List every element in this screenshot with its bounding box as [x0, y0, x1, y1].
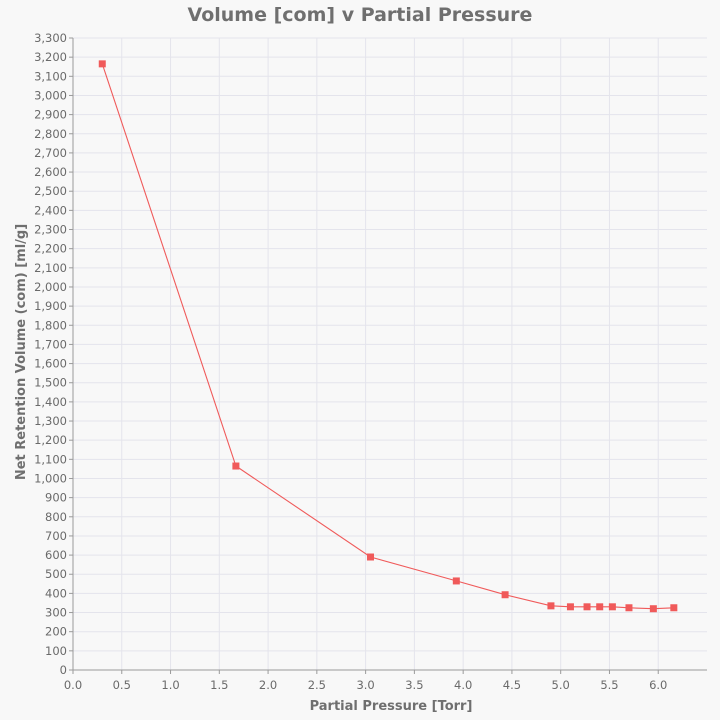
- y-tick-label: 3,100: [34, 69, 67, 83]
- x-tick-label: 2.0: [259, 678, 277, 692]
- y-axis-label: Net Retention Volume (com) [ml/g]: [14, 224, 29, 480]
- y-tick-label: 2,200: [34, 242, 67, 256]
- x-tick-label: 5.5: [600, 678, 618, 692]
- axes: 0 100 200 300 400 500 600 700 800 900 1,000 1,100 1,…: [34, 31, 707, 692]
- y-tick-label: 200: [45, 625, 67, 639]
- data-point-marker: [547, 602, 555, 610]
- y-tick-label: 3,000: [34, 88, 67, 102]
- x-tick-label: 1.0: [161, 678, 179, 692]
- chart-title: Volume [com] v Partial Pressure: [188, 4, 533, 26]
- y-tick-label: 1,400: [34, 395, 67, 409]
- y-tick-label: 2,900: [34, 108, 67, 122]
- y-tick-label: 1,900: [34, 299, 67, 313]
- y-tick-label: 2,600: [34, 165, 67, 179]
- y-tick-label: 2,400: [34, 203, 67, 217]
- y-tick-label: 3,200: [34, 50, 67, 64]
- x-tick-label: 0.0: [64, 678, 82, 692]
- y-tick-label: 3,300: [34, 31, 67, 45]
- x-tick-label: 6.0: [649, 678, 667, 692]
- data-point-marker: [625, 604, 633, 612]
- y-tick-label: 2,800: [34, 127, 67, 141]
- y-tick-label: 2,700: [34, 146, 67, 160]
- data-point-marker: [670, 604, 678, 612]
- x-tick-label: 5.0: [552, 678, 570, 692]
- data-point-marker: [608, 603, 616, 611]
- y-tick-label: 2,100: [34, 261, 67, 275]
- y-tick-label: 100: [45, 644, 67, 658]
- y-tick-label: 900: [45, 491, 67, 505]
- data-point-marker: [649, 605, 657, 613]
- x-tick-label: 4.0: [454, 678, 472, 692]
- series-line: [101, 63, 674, 610]
- data-point-marker: [98, 60, 106, 68]
- y-tick-label: 1,200: [34, 433, 67, 447]
- y-tick-label: 1,000: [34, 471, 67, 485]
- data-point-marker: [566, 603, 574, 611]
- y-tick-label: 2,000: [34, 280, 67, 294]
- x-tick-label: 3.5: [405, 678, 423, 692]
- x-tick-label: 3.0: [356, 678, 374, 692]
- data-point-marker: [452, 577, 460, 585]
- y-tick-label: 400: [45, 586, 67, 600]
- data-point-marker: [501, 591, 509, 599]
- y-tick-label: 600: [45, 548, 67, 562]
- y-tick-label: 1,500: [34, 376, 67, 390]
- y-tick-label: 0: [60, 663, 67, 677]
- y-tick-label: 300: [45, 606, 67, 620]
- y-tick-label: 2,300: [34, 223, 67, 237]
- grid: [73, 37, 707, 670]
- data-point-marker: [596, 603, 604, 611]
- series: [98, 60, 678, 613]
- y-tick-label: 1,300: [34, 414, 67, 428]
- data-point-marker: [583, 603, 591, 611]
- y-tick-label: 1,100: [34, 452, 67, 466]
- x-tick-label: 4.5: [503, 678, 521, 692]
- y-tick-label: 1,700: [34, 337, 67, 351]
- data-point-marker: [232, 462, 240, 470]
- y-tick-label: 1,800: [34, 318, 67, 332]
- y-tick-label: 1,600: [34, 357, 67, 371]
- x-tick-label: 1.5: [210, 678, 228, 692]
- y-tick-label: 700: [45, 529, 67, 543]
- x-axis-label: Partial Pressure [Torr]: [310, 699, 473, 714]
- y-tick-label: 800: [45, 510, 67, 524]
- x-tick-label: 0.5: [113, 678, 131, 692]
- y-tick-label: 500: [45, 567, 67, 581]
- y-tick-label: 2,500: [34, 184, 67, 198]
- x-tick-label: 2.5: [308, 678, 326, 692]
- data-point-marker: [366, 553, 374, 561]
